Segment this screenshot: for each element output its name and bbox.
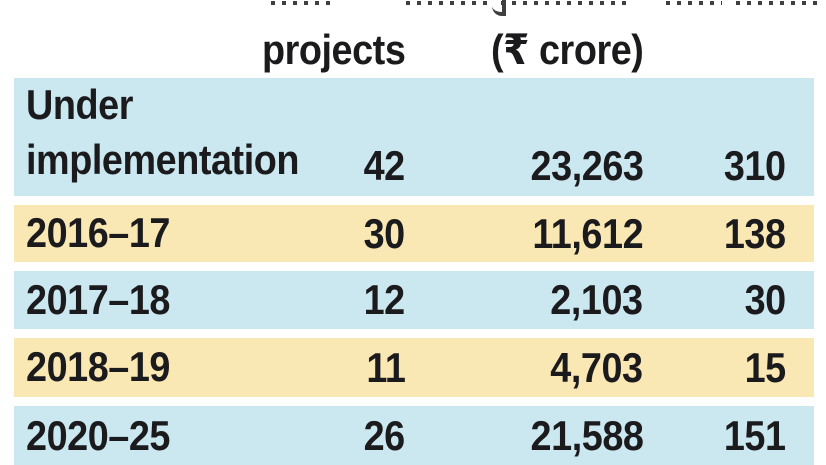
row-label: 2017–18: [26, 275, 171, 323]
label-cell: 2018–19: [14, 340, 339, 395]
table-row: 2018–19 11 4,703 15: [14, 338, 814, 397]
label-cell: Under implementation: [14, 78, 339, 187]
row-label: 2020–25: [26, 411, 171, 459]
projects-cell: 12: [339, 276, 406, 323]
fourth-column-value: 310: [724, 142, 786, 190]
fourth-column-cell: 138: [643, 209, 814, 257]
fourth-column-value: 15: [744, 343, 787, 391]
cost-crore-value: 2,103: [550, 276, 644, 323]
fourth-column-value: 30: [744, 276, 787, 323]
cost-crore-value: 11,612: [532, 209, 643, 257]
cropped-header-text-fragments: [14, 0, 826, 16]
label-cell: 2020–25: [14, 409, 339, 464]
table-row: 2016–17 30 11,612 138: [14, 205, 814, 262]
letter-descender-fragment: [492, 0, 506, 16]
projects-cell: 42: [339, 142, 406, 190]
text-fragment: [271, 1, 337, 5]
cost-crore-value: 4,703: [550, 343, 644, 391]
cost-cell: 11,612: [405, 209, 643, 257]
column-header-projects: projects: [261, 25, 406, 73]
table-row: 2020–25 26 21,588 151: [14, 406, 814, 465]
table-row: 2017–18 12 2,103 30: [14, 271, 814, 329]
table-row: Under implementation 42 23,263 310: [14, 78, 814, 196]
header-cell-crore: (₹ crore): [405, 25, 644, 73]
cost-cell: 23,263: [405, 145, 643, 187]
row-label: Under implementation: [26, 81, 300, 183]
cost-cell: 2,103: [405, 276, 644, 323]
row-label: 2016–17: [26, 209, 171, 257]
fourth-column-cell: 151: [643, 415, 814, 457]
fourth-column-cell: 310: [643, 145, 814, 187]
fourth-column-value: 151: [724, 412, 786, 459]
table-header-row: projects (₹ crore): [14, 0, 822, 78]
cost-crore-value: 23,263: [530, 142, 643, 190]
projects-count: 12: [363, 276, 406, 323]
cost-cell: 21,588: [405, 415, 643, 457]
text-fragment: [666, 1, 722, 5]
text-fragment: [736, 1, 822, 5]
row-label: 2018–19: [26, 343, 171, 391]
fourth-column-cell: 30: [643, 279, 814, 321]
projects-count: 42: [363, 142, 406, 190]
text-fragment: [501, 1, 627, 5]
cost-cell: 4,703: [405, 343, 644, 391]
projects-count: 30: [363, 209, 406, 257]
column-header-crore: (₹ crore): [490, 25, 644, 73]
projects-cell: 26: [339, 412, 406, 459]
fourth-column-value: 138: [724, 209, 786, 257]
header-cell-projects: projects: [262, 27, 406, 72]
text-fragment: [406, 1, 492, 5]
fourth-column-cell: 15: [643, 343, 814, 391]
projects-count: 26: [363, 412, 406, 459]
projects-count: 11: [365, 343, 406, 391]
label-cell: 2016–17: [14, 206, 339, 261]
cost-crore-value: 21,588: [530, 412, 643, 459]
projects-cell: 30: [339, 209, 406, 257]
projects-cell: 11: [339, 343, 406, 391]
label-cell: 2017–18: [14, 273, 339, 328]
